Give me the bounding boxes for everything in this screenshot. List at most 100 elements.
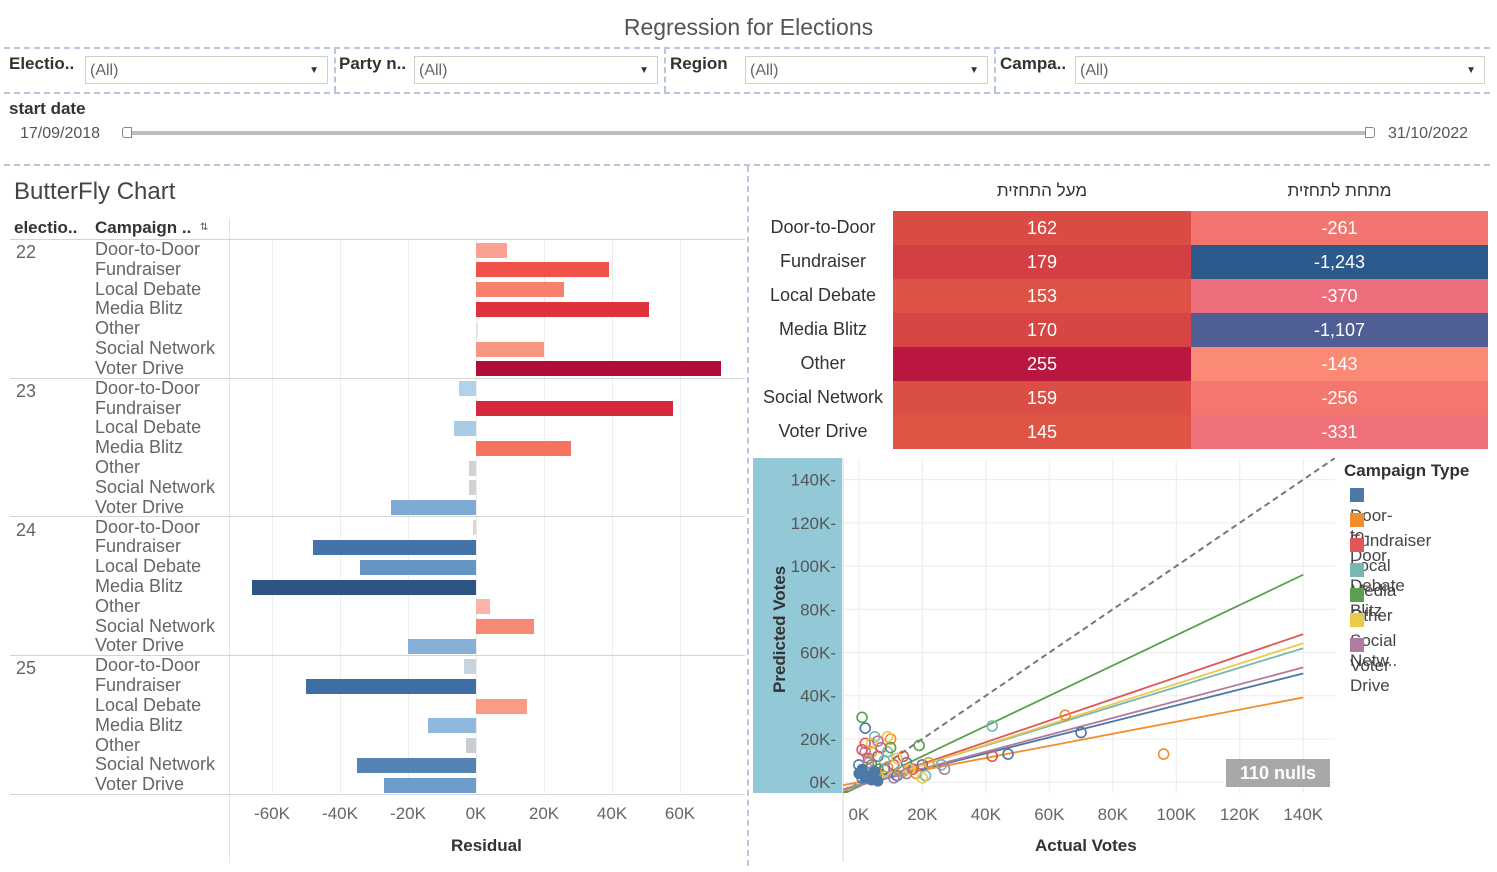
heat-cell-above[interactable]: 255 xyxy=(893,347,1191,381)
filter-divider xyxy=(664,48,666,92)
legend-swatch xyxy=(1350,488,1364,502)
chevron-down-icon: ▼ xyxy=(1466,65,1476,76)
residual-bar[interactable] xyxy=(476,619,534,635)
heat-row-label: Fundraiser xyxy=(779,251,867,271)
nulls-indicator[interactable]: 110 nulls xyxy=(1226,759,1330,787)
data-point xyxy=(897,750,910,763)
y-tick-label: 120K- xyxy=(791,514,836,533)
residual-bar[interactable] xyxy=(476,242,507,258)
heat-cell-above[interactable]: 179 xyxy=(893,245,1191,279)
filter-divider xyxy=(994,48,996,92)
date-slider-track[interactable] xyxy=(128,131,1368,135)
data-point xyxy=(916,759,929,771)
butterfly-chart: -60K -40K -20K 0K 20K 40K 60K 22 Door-to-Door Fun… xyxy=(0,0,748,872)
residual-bar[interactable] xyxy=(469,460,476,476)
legend-item[interactable]: Fundraiser xyxy=(1350,511,1431,551)
x-tick-label: 40K xyxy=(971,805,1002,824)
residual-bar[interactable] xyxy=(476,282,565,298)
residual-bar[interactable] xyxy=(408,638,476,654)
heat-cell-below[interactable]: -1,243 xyxy=(1191,245,1488,279)
filter-campaign-select[interactable]: (All) ▼ xyxy=(1075,56,1485,84)
date-slider-start-handle[interactable] xyxy=(122,127,132,138)
date-end-value: 31/10/2022 xyxy=(1388,125,1469,142)
heat-cell-below[interactable]: -370 xyxy=(1191,279,1488,313)
campaign-label: Local Debate xyxy=(95,278,202,299)
residual-bar[interactable] xyxy=(251,579,476,595)
filter-region-value: (All) xyxy=(750,62,779,79)
page-title: Regression for Elections xyxy=(623,14,874,40)
data-point xyxy=(862,752,875,765)
trend-line xyxy=(843,573,1304,793)
campaign-label: Media Blitz xyxy=(95,298,184,319)
residual-bar[interactable] xyxy=(476,698,527,714)
residual-bar[interactable] xyxy=(476,262,609,278)
heat-cell-below[interactable]: -261 xyxy=(1191,211,1488,245)
filter-election-label: Electio.. xyxy=(9,54,75,73)
data-point xyxy=(1157,748,1170,760)
x-tick-label: -20K xyxy=(390,804,426,823)
y-tick-label: 20K- xyxy=(800,730,836,749)
filter-election-select[interactable]: (All) ▼ xyxy=(85,56,328,84)
sort-icon[interactable]: ⇅ xyxy=(200,222,209,233)
residual-bar[interactable] xyxy=(476,321,478,337)
campaign-label: Door-to-Door xyxy=(95,377,201,398)
date-slider-end-handle[interactable] xyxy=(1365,127,1375,138)
residual-bar[interactable] xyxy=(476,440,572,456)
heat-cell-below[interactable]: -1,107 xyxy=(1191,313,1488,347)
heat-row-label: Voter Drive xyxy=(778,421,868,441)
filter-party-select[interactable]: (All) ▼ xyxy=(414,56,658,84)
campaign-label: Media Blitz xyxy=(95,714,184,735)
residual-bar[interactable] xyxy=(472,520,476,536)
campaign-label: Fundraiser xyxy=(95,675,182,696)
data-point xyxy=(859,722,872,734)
heat-cell-below[interactable]: -143 xyxy=(1191,347,1488,381)
heat-cell-below[interactable]: -331 xyxy=(1191,415,1488,449)
residual-bar[interactable] xyxy=(469,480,476,496)
heat-cell-above[interactable]: 159 xyxy=(893,381,1191,415)
residual-bar[interactable] xyxy=(476,599,490,615)
residual-bar[interactable] xyxy=(391,500,476,516)
filter-bar-top-border xyxy=(4,47,1490,49)
residual-bar[interactable] xyxy=(384,777,476,793)
campaign-label: Other xyxy=(95,595,141,616)
filter-region-select[interactable]: (All) ▼ xyxy=(745,56,988,84)
residual-bar[interactable] xyxy=(306,678,476,694)
residual-bar[interactable] xyxy=(476,341,544,357)
residual-bar[interactable] xyxy=(464,658,476,674)
date-filter-label: start date xyxy=(9,99,86,118)
residual-bar[interactable] xyxy=(357,757,476,773)
data-point xyxy=(856,763,868,775)
residual-bar[interactable] xyxy=(476,301,650,317)
residual-bar[interactable] xyxy=(476,401,674,417)
butterfly-chart-title: ButterFly Chart xyxy=(14,178,176,205)
heat-cell-above[interactable]: 170 xyxy=(893,313,1191,347)
filter-divider xyxy=(334,48,336,92)
campaign-label: Voter Drive xyxy=(95,774,185,795)
residual-bar[interactable] xyxy=(453,420,476,436)
data-point xyxy=(859,737,872,750)
campaign-label: Voter Drive xyxy=(95,357,185,378)
residual-bar[interactable] xyxy=(312,539,476,555)
column-header-campaign[interactable]: Campaign .. xyxy=(95,218,192,237)
residual-bar[interactable] xyxy=(360,559,476,575)
residual-bar[interactable] xyxy=(428,718,476,734)
legend-label: Fundraiser xyxy=(1350,531,1432,550)
heat-row-label: Media Blitz xyxy=(778,319,868,339)
data-point xyxy=(1002,748,1014,760)
campaign-label: Door-to-Door xyxy=(95,516,201,537)
heat-cell-below[interactable]: -256 xyxy=(1191,381,1488,415)
identity-line xyxy=(843,458,1335,793)
legend-item[interactable]: Voter Drive xyxy=(1350,636,1390,696)
heat-table-header-below: מתחת לתחזית xyxy=(1287,181,1392,200)
heat-cell-above[interactable]: 153 xyxy=(893,279,1191,313)
residual-bar[interactable] xyxy=(465,738,476,754)
heat-cell-above[interactable]: 162 xyxy=(893,211,1191,245)
campaign-label: Fundraiser xyxy=(95,536,182,557)
date-start-value: 17/09/2018 xyxy=(20,125,101,142)
residual-bar[interactable] xyxy=(459,381,476,397)
heat-cell-above[interactable]: 145 xyxy=(893,415,1191,449)
residual-bar[interactable] xyxy=(476,361,721,377)
column-header-election[interactable]: electio.. xyxy=(14,218,78,237)
y-tick-label: 0K- xyxy=(810,773,836,792)
group-separator xyxy=(10,516,745,518)
